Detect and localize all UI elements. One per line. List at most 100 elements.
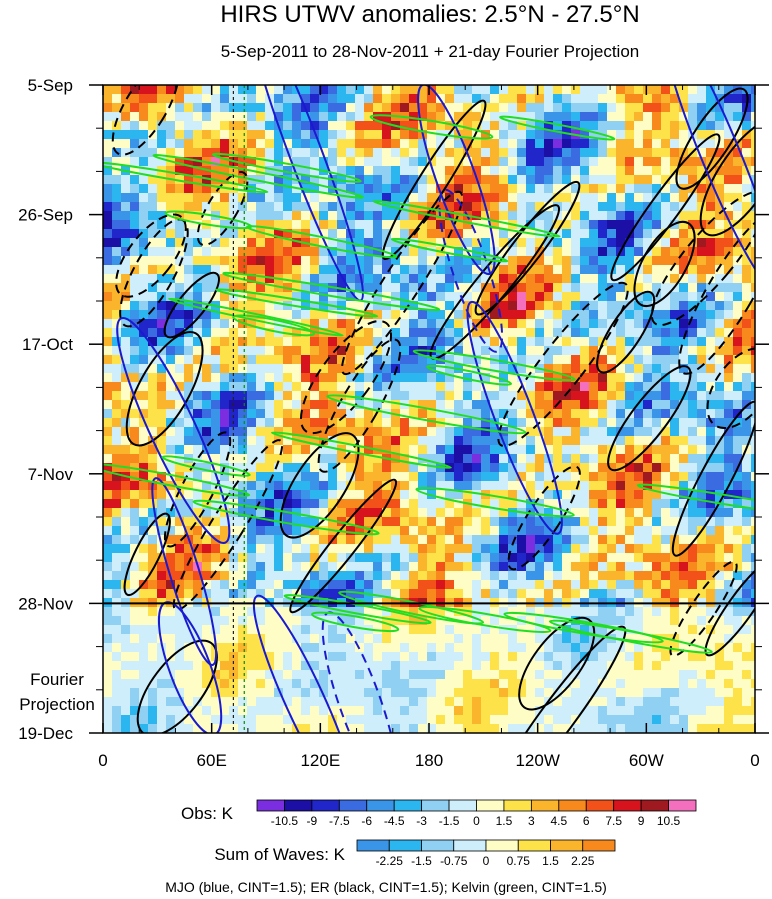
anomaly-cell bbox=[751, 328, 755, 338]
anomaly-cell bbox=[139, 337, 149, 347]
anomaly-cell bbox=[589, 400, 599, 410]
anomaly-cell bbox=[706, 256, 716, 266]
anomaly-cell bbox=[265, 112, 275, 122]
anomaly-cell bbox=[283, 175, 293, 185]
anomaly-cell bbox=[598, 310, 608, 320]
anomaly-cell bbox=[202, 193, 212, 203]
anomaly-cell bbox=[535, 310, 545, 320]
anomaly-cell bbox=[220, 238, 230, 248]
anomaly-cell bbox=[184, 382, 194, 392]
anomaly-cell bbox=[202, 328, 212, 338]
anomaly-cell bbox=[733, 652, 743, 662]
anomaly-cell bbox=[337, 490, 347, 500]
anomaly-cell bbox=[517, 679, 527, 689]
anomaly-cell bbox=[382, 310, 392, 320]
anomaly-cell bbox=[733, 535, 743, 545]
anomaly-cell bbox=[373, 319, 383, 329]
anomaly-cell bbox=[463, 436, 473, 446]
anomaly-cell bbox=[211, 490, 221, 500]
anomaly-cell bbox=[562, 688, 572, 698]
anomaly-cell bbox=[436, 499, 446, 509]
anomaly-cell bbox=[535, 256, 545, 266]
anomaly-cell bbox=[553, 652, 563, 662]
anomaly-cell bbox=[301, 463, 311, 473]
anomaly-cell bbox=[211, 625, 221, 635]
anomaly-cell bbox=[265, 103, 275, 113]
anomaly-cell bbox=[310, 166, 320, 176]
anomaly-cell bbox=[238, 202, 248, 212]
anomaly-cell bbox=[661, 454, 671, 464]
anomaly-cell bbox=[436, 508, 446, 518]
anomaly-cell bbox=[400, 94, 410, 104]
anomaly-cell bbox=[661, 661, 671, 671]
anomaly-cell bbox=[445, 265, 455, 275]
anomaly-cell bbox=[598, 283, 608, 293]
anomaly-cell bbox=[580, 184, 590, 194]
anomaly-cell bbox=[103, 373, 113, 383]
anomaly-cell bbox=[328, 193, 338, 203]
anomaly-cell bbox=[229, 175, 239, 185]
anomaly-cell bbox=[319, 670, 329, 680]
anomaly-cell bbox=[598, 571, 608, 581]
anomaly-cell bbox=[508, 517, 518, 527]
anomaly-cell bbox=[499, 643, 509, 653]
anomaly-cell bbox=[553, 229, 563, 239]
anomaly-cell bbox=[724, 589, 734, 599]
anomaly-cell bbox=[751, 130, 755, 140]
anomaly-cell bbox=[733, 283, 743, 293]
anomaly-cell bbox=[427, 472, 437, 482]
anomaly-cell bbox=[301, 301, 311, 311]
anomaly-cell bbox=[130, 148, 140, 158]
anomaly-cell bbox=[526, 157, 536, 167]
anomaly-cell bbox=[472, 535, 482, 545]
anomaly-cell bbox=[166, 634, 176, 644]
anomaly-cell bbox=[355, 472, 365, 482]
anomaly-cell bbox=[112, 400, 122, 410]
anomaly-cell bbox=[238, 193, 248, 203]
anomaly-cell bbox=[625, 400, 635, 410]
anomaly-cell bbox=[751, 517, 755, 527]
anomaly-cell bbox=[616, 229, 626, 239]
anomaly-cell bbox=[625, 283, 635, 293]
anomaly-cell bbox=[688, 229, 698, 239]
anomaly-cell bbox=[445, 625, 455, 635]
anomaly-cell bbox=[598, 157, 608, 167]
anomaly-cell bbox=[625, 301, 635, 311]
anomaly-cell bbox=[166, 301, 176, 311]
anomaly-cell bbox=[283, 643, 293, 653]
anomaly-cell bbox=[472, 661, 482, 671]
anomaly-cell bbox=[535, 112, 545, 122]
anomaly-cell bbox=[265, 220, 275, 230]
anomaly-cell bbox=[139, 481, 149, 491]
anomaly-cell bbox=[490, 229, 500, 239]
anomaly-cell bbox=[625, 472, 635, 482]
anomaly-cell bbox=[499, 535, 509, 545]
anomaly-cell bbox=[400, 166, 410, 176]
anomaly-cell bbox=[337, 112, 347, 122]
anomaly-cell bbox=[607, 139, 617, 149]
anomaly-cell bbox=[544, 328, 554, 338]
anomaly-cell bbox=[373, 94, 383, 104]
anomaly-cell bbox=[103, 256, 113, 266]
anomaly-cell bbox=[526, 211, 536, 221]
anomaly-cell bbox=[436, 553, 446, 563]
anomaly-cell bbox=[148, 139, 158, 149]
anomaly-cell bbox=[481, 139, 491, 149]
anomaly-cell bbox=[391, 382, 401, 392]
anomaly-cell bbox=[427, 121, 437, 131]
anomaly-cell bbox=[607, 589, 617, 599]
anomaly-cell bbox=[589, 283, 599, 293]
anomaly-cell bbox=[580, 382, 590, 392]
anomaly-cell bbox=[580, 490, 590, 500]
anomaly-cell bbox=[733, 661, 743, 671]
anomaly-cell bbox=[409, 130, 419, 140]
anomaly-cell bbox=[283, 292, 293, 302]
anomaly-cell bbox=[571, 472, 581, 482]
anomaly-cell bbox=[193, 418, 203, 428]
anomaly-cell bbox=[706, 400, 716, 410]
anomaly-cell bbox=[319, 319, 329, 329]
anomaly-cell bbox=[292, 220, 302, 230]
anomaly-cell bbox=[652, 499, 662, 509]
anomaly-cell bbox=[148, 652, 158, 662]
anomaly-cell bbox=[193, 391, 203, 401]
